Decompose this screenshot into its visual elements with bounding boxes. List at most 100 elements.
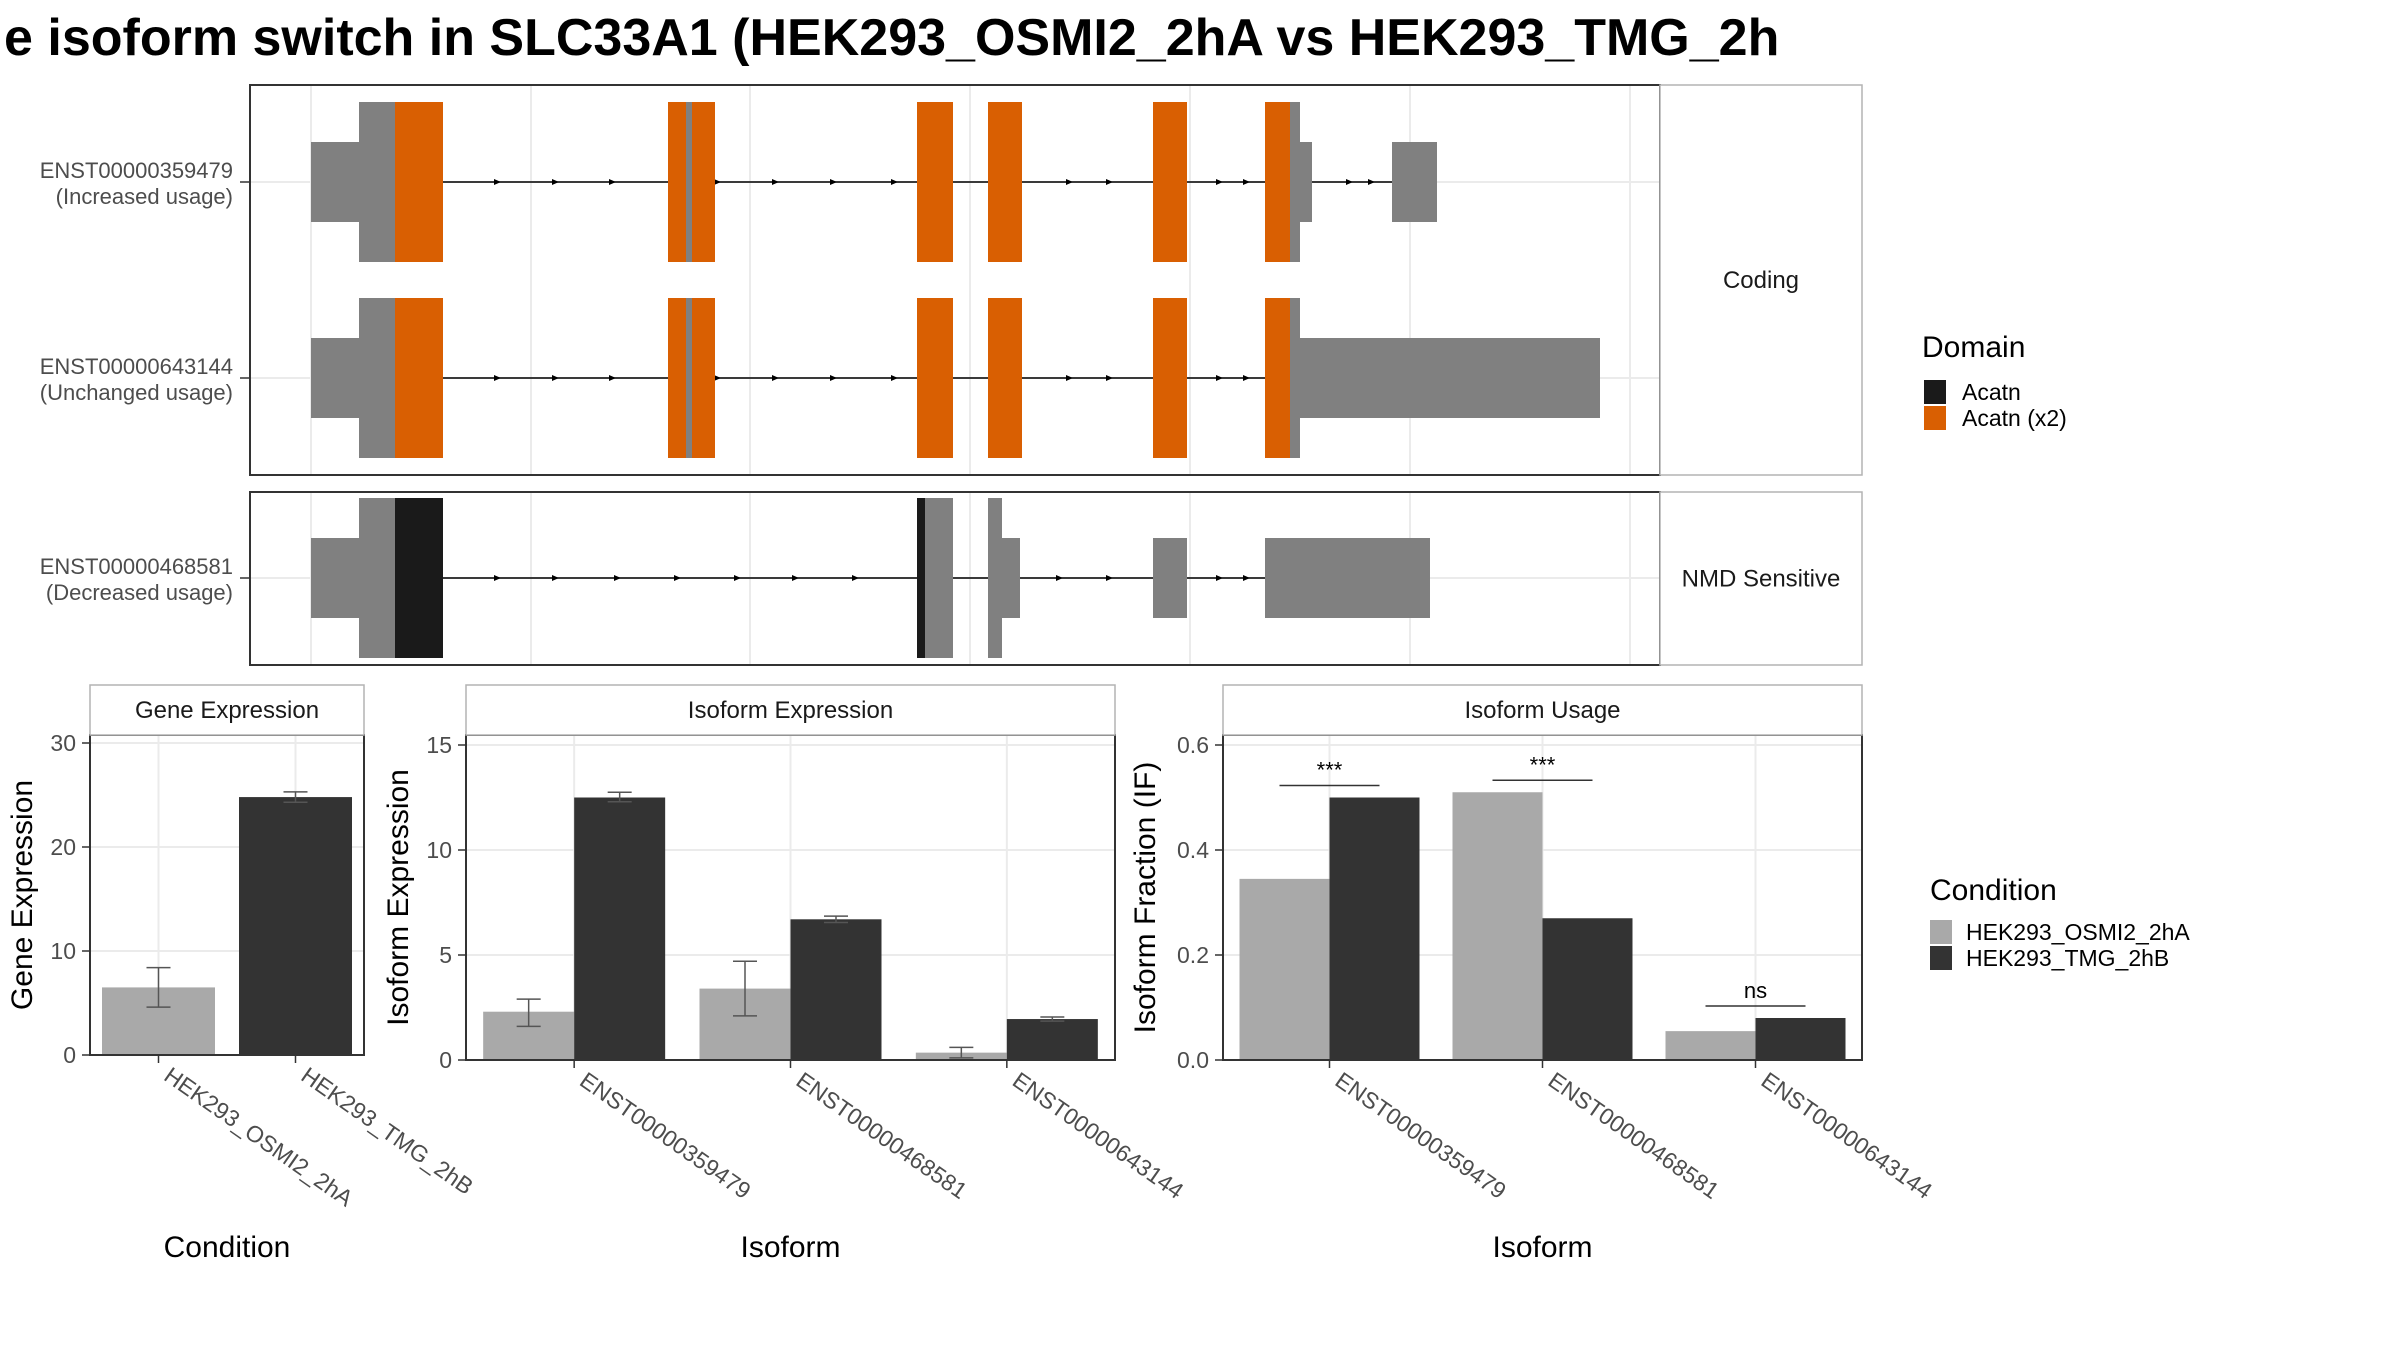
intron-arrow	[614, 575, 621, 581]
domain-segment	[988, 102, 1022, 262]
intron-arrow	[714, 375, 721, 381]
panel-title: Isoform Usage	[1464, 697, 1620, 724]
exon-utr	[311, 538, 359, 618]
domain-segment	[917, 298, 953, 458]
domain-segment	[917, 102, 953, 262]
x-axis-title: Condition	[164, 1231, 291, 1264]
transcript-usage-label: (Increased usage)	[56, 184, 233, 209]
intron-arrow	[609, 375, 616, 381]
intron-arrow	[494, 179, 501, 185]
significance-label: ***	[1317, 758, 1343, 783]
facet-strip	[1659, 491, 1863, 666]
y-tick-label: 0	[439, 1047, 452, 1073]
intron-arrow	[674, 575, 681, 581]
exon-cds	[1290, 298, 1300, 458]
intron-arrow	[1066, 375, 1073, 381]
condition-legend-label: HEK293_TMG_2hB	[1966, 945, 2169, 971]
significance-label: ns	[1744, 978, 1767, 1003]
transcript-id-label: ENST00000643144	[40, 354, 233, 379]
domain-legend-swatch	[1924, 406, 1946, 430]
intron-arrow	[1216, 179, 1223, 185]
facet-strip-label: NMD Sensitive	[1682, 566, 1841, 593]
exon-cds	[1290, 102, 1300, 262]
intron-arrow	[830, 179, 837, 185]
x-tick-label: ENST00000359479	[575, 1067, 755, 1204]
domain-legend-label: Acatn (x2)	[1962, 405, 2067, 431]
bar	[239, 797, 352, 1055]
bar	[1239, 878, 1330, 1060]
intron-arrow	[1066, 179, 1073, 185]
exon-utr	[1392, 142, 1437, 222]
domain-legend-label: Acatn	[1962, 379, 2021, 405]
condition-legend-swatch	[1930, 946, 1952, 970]
bar	[1755, 1018, 1846, 1060]
domain-segment	[988, 298, 1022, 458]
transcript-usage-label: (Unchanged usage)	[40, 380, 233, 405]
exon-utr	[1300, 338, 1600, 418]
exon-utr	[1300, 142, 1312, 222]
intron-arrow	[734, 575, 741, 581]
intron-arrow	[1368, 179, 1375, 185]
intron-arrow	[1346, 179, 1353, 185]
bar	[1329, 797, 1420, 1060]
bar	[790, 919, 882, 1060]
exon-cds	[686, 102, 692, 262]
significance-label: ***	[1530, 752, 1556, 777]
x-axis-title: Isoform	[1492, 1231, 1592, 1264]
y-tick-label: 10	[50, 938, 76, 964]
intron-arrow	[552, 179, 559, 185]
domain-segment	[1265, 298, 1290, 458]
bar	[1665, 1031, 1756, 1060]
x-tick-label: ENST00000468581	[792, 1067, 972, 1204]
x-tick-label: ENST00000643144	[1008, 1067, 1189, 1204]
bar	[1452, 792, 1543, 1060]
bar	[574, 797, 666, 1060]
panel-title: Isoform Expression	[688, 697, 893, 724]
intron-arrow	[1106, 179, 1113, 185]
domain-legend-swatch	[1924, 380, 1946, 404]
y-tick-label: 0.6	[1177, 732, 1209, 758]
intron-arrow	[772, 179, 779, 185]
exon-cds	[686, 298, 692, 458]
intron-arrow	[714, 179, 721, 185]
x-axis-title: Isoform	[740, 1231, 840, 1264]
intron-arrow	[1056, 575, 1063, 581]
domain-segment	[668, 298, 690, 458]
y-axis-title: Gene Expression	[6, 780, 39, 1010]
facet-strip	[1659, 84, 1863, 476]
y-tick-label: 0.4	[1177, 837, 1209, 863]
panel-title: Gene Expression	[135, 697, 319, 724]
condition-legend-label: HEK293_OSMI2_2hA	[1966, 919, 2190, 945]
exon-cds	[988, 498, 1002, 658]
bar	[1542, 918, 1633, 1060]
domain-segment	[692, 102, 715, 262]
domain-segment	[395, 102, 443, 262]
y-axis-title: Isoform Expression	[382, 769, 415, 1026]
x-tick-label: ENST00000468581	[1544, 1067, 1724, 1204]
exon-utr	[1265, 538, 1430, 618]
transcript-id-label: ENST00000468581	[40, 554, 233, 579]
isoform-structure-plot: ENST00000359479(Increased usage) ENST0000…	[40, 84, 1863, 666]
y-tick-label: 0.0	[1177, 1047, 1209, 1073]
intron-arrow	[852, 575, 859, 581]
y-tick-label: 0.2	[1177, 942, 1209, 968]
exon-utr	[1002, 538, 1020, 618]
domain-segment	[1153, 298, 1187, 458]
intron-arrow	[1243, 575, 1250, 581]
y-tick-label: 5	[439, 942, 452, 968]
intron-arrow	[1243, 179, 1250, 185]
panel-strip	[1222, 684, 1863, 736]
domain-legend-title: Domain	[1922, 331, 2025, 364]
y-tick-label: 0	[63, 1042, 76, 1068]
domain-segment	[692, 298, 715, 458]
isoform-expression-panel: Isoform Expression 0 5 10 15 ENST00000359479 E…	[382, 684, 1189, 1264]
bar	[1006, 1019, 1098, 1060]
intron-arrow	[1216, 575, 1223, 581]
domain-segment	[917, 498, 925, 658]
intron-arrow	[552, 575, 559, 581]
intron-arrow	[891, 375, 898, 381]
intron-arrow	[494, 575, 501, 581]
intron-arrow	[494, 375, 501, 381]
panel-strip	[89, 684, 365, 736]
